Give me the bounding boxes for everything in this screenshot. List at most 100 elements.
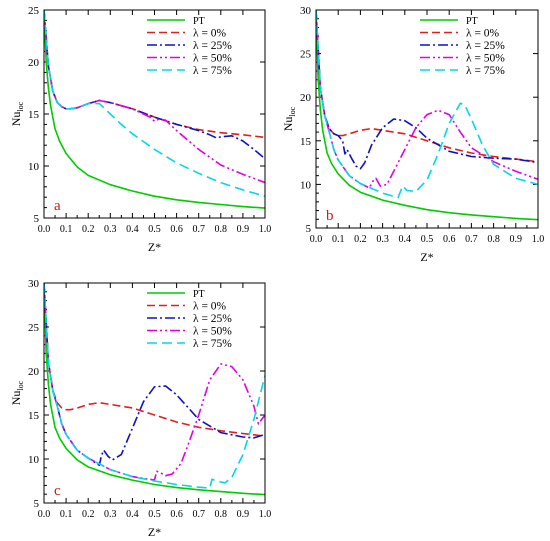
legend-label: PT xyxy=(193,16,205,27)
y-tick-label: 5 xyxy=(34,498,40,510)
x-axis-label: Z* xyxy=(148,525,161,539)
y-tick-label: 15 xyxy=(300,136,312,148)
series-group xyxy=(44,10,265,209)
series-line-2 xyxy=(44,283,265,467)
x-tick-label: 0.8 xyxy=(215,224,228,235)
y-axis-label: Nuloc xyxy=(9,101,25,126)
x-tick-label: 0.4 xyxy=(399,234,412,245)
legend-label: λ = 50% xyxy=(193,326,232,338)
legend-label: λ = 0% xyxy=(466,28,500,40)
y-tick-label: 20 xyxy=(28,57,40,69)
x-tick-label: 0.7 xyxy=(192,224,205,235)
y-tick-label: 10 xyxy=(300,179,312,191)
x-tick-label: 1.0 xyxy=(259,224,272,235)
plot-frame xyxy=(315,9,539,229)
y-tick-label: 20 xyxy=(28,366,40,378)
series-group xyxy=(316,10,538,221)
plot-frame xyxy=(43,282,266,504)
x-tick-label: 0.1 xyxy=(60,224,73,235)
series-line-2 xyxy=(316,10,538,170)
y-axis-label-sub: loc xyxy=(16,101,25,111)
y-tick-label: 5 xyxy=(34,213,40,225)
x-tick-label: 0.9 xyxy=(237,509,250,520)
x-tick-label: 0.9 xyxy=(237,224,250,235)
y-tick-label: 25 xyxy=(300,49,312,61)
legend-label: λ = 50% xyxy=(466,53,505,65)
legend-label: λ = 25% xyxy=(466,40,505,52)
x-tick-label: 0.5 xyxy=(148,224,161,235)
legend-label: λ = 75% xyxy=(466,65,505,77)
x-tick-label: 0.6 xyxy=(170,509,183,520)
legend-label: λ = 50% xyxy=(193,53,232,65)
x-tick-label: 0.6 xyxy=(170,224,183,235)
chart-panel-c: 0.0 0.1 0.2 0.3 0.4 0.5 0.6 0.7 0.8 0.9 1.0 5 10 15 20… xyxy=(9,278,271,539)
x-axis-label: Z* xyxy=(420,250,433,264)
x-tick-label: 0.1 xyxy=(60,509,73,520)
legend-label: λ = 0% xyxy=(193,301,227,313)
series-line-3 xyxy=(316,10,538,189)
legend-label: λ = 25% xyxy=(193,313,232,325)
legend-label: λ = 75% xyxy=(193,65,232,77)
legend-label: λ = 0% xyxy=(193,28,227,40)
chart-panel-b: 0.0 0.1 0.2 0.3 0.4 0.5 0.6 0.7 0.8 0.9 1.0 5 10 15 20… xyxy=(281,5,544,264)
y-tick-label: 25 xyxy=(28,5,40,17)
x-tick-label: 0.8 xyxy=(215,509,228,520)
y-tick-label: 25 xyxy=(28,322,40,334)
plot-frame xyxy=(43,9,266,219)
x-axis-label: Z* xyxy=(148,240,161,254)
y-tick-label: 30 xyxy=(300,5,312,17)
x-tick-label: 0.2 xyxy=(354,234,367,245)
series-line-4 xyxy=(44,283,265,489)
y-tick-label: 15 xyxy=(28,109,40,121)
x-tick-label: 0.7 xyxy=(192,509,205,520)
legend-label: λ = 25% xyxy=(193,40,232,52)
y-axis-label: Nuloc xyxy=(281,106,297,131)
y-axis-label-main: Nu xyxy=(9,391,23,406)
series-line-0 xyxy=(316,10,538,221)
legend-label: PT xyxy=(466,16,478,27)
x-tick-label: 0.4 xyxy=(126,224,139,235)
series-line-1 xyxy=(44,283,265,437)
x-tick-label: 0.3 xyxy=(104,224,117,235)
series-line-1 xyxy=(316,10,538,163)
series-line-0 xyxy=(44,10,265,209)
legend-label: PT xyxy=(193,289,205,300)
x-tick-label: 0.2 xyxy=(82,509,95,520)
x-tick-label: 0.3 xyxy=(104,509,117,520)
x-tick-label: 0.2 xyxy=(82,224,95,235)
x-tick-label: 0.0 xyxy=(38,224,51,235)
x-tick-label: 0.8 xyxy=(487,234,500,245)
x-tick-label: 0.4 xyxy=(126,509,139,520)
y-axis-label: Nuloc xyxy=(9,380,25,405)
y-tick-label: 10 xyxy=(28,454,40,466)
x-tick-label: 0.0 xyxy=(38,509,51,520)
series-line-0 xyxy=(44,283,265,496)
series-line-3 xyxy=(44,10,265,184)
y-tick-label: 10 xyxy=(28,161,40,173)
y-tick-label: 5 xyxy=(306,223,312,235)
x-tick-label: 0.7 xyxy=(465,234,478,245)
y-axis-label-main: Nu xyxy=(9,112,23,127)
x-tick-label: 0.5 xyxy=(148,509,161,520)
panel-label: a xyxy=(54,198,61,214)
panel-label: b xyxy=(326,208,334,224)
y-axis-label-sub: loc xyxy=(288,106,297,116)
x-tick-label: 0.3 xyxy=(376,234,389,245)
series-line-4 xyxy=(316,10,538,199)
x-tick-label: 0.9 xyxy=(510,234,523,245)
x-tick-label: 0.1 xyxy=(332,234,345,245)
chart-panel-a: 0.0 0.1 0.2 0.3 0.4 0.5 0.6 0.7 0.8 0.9 1.0 5 10 15 20… xyxy=(9,5,271,254)
series-group xyxy=(44,283,265,496)
x-tick-label: 0.5 xyxy=(421,234,434,245)
y-axis-label-sub: loc xyxy=(16,380,25,390)
panel-label: c xyxy=(54,483,61,499)
legend-label: λ = 75% xyxy=(193,338,232,350)
y-tick-label: 15 xyxy=(28,410,40,422)
x-tick-label: 0.6 xyxy=(443,234,456,245)
y-tick-label: 20 xyxy=(300,92,312,104)
y-axis-label-main: Nu xyxy=(281,117,295,132)
y-tick-label: 30 xyxy=(28,278,40,290)
series-line-4 xyxy=(44,10,265,197)
x-tick-label: 1.0 xyxy=(532,234,545,245)
